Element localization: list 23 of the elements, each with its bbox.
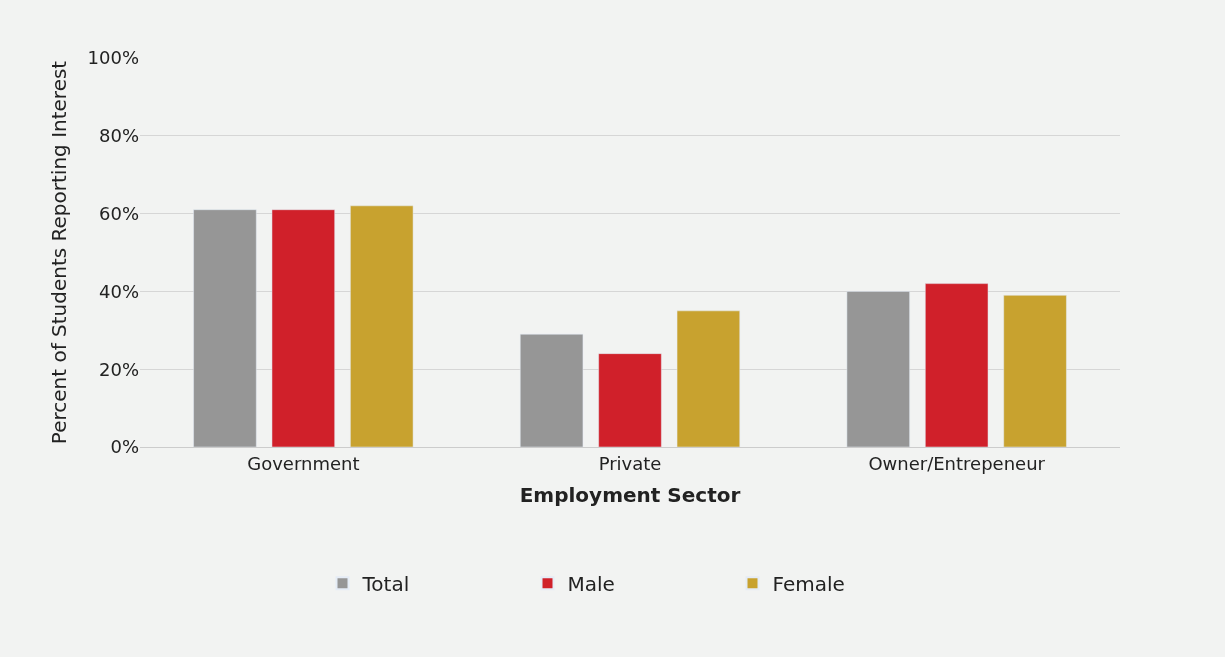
- legend-label: Male: [567, 572, 615, 596]
- y-tick-label: 0%: [110, 436, 139, 458]
- bar: [350, 205, 414, 447]
- legend-label: Female: [772, 572, 845, 596]
- bar: [846, 291, 910, 447]
- bar: [519, 333, 584, 447]
- y-tick-label: 60%: [98, 202, 139, 224]
- x-tick-label: Private: [598, 452, 662, 474]
- y-tick-label: 20%: [98, 358, 139, 380]
- bar: [1003, 295, 1067, 447]
- bar: [925, 283, 989, 447]
- bar: [193, 209, 257, 447]
- x-axis-title: Employment Sector: [519, 483, 741, 508]
- y-tick-label: 40%: [98, 280, 139, 302]
- bar: [271, 209, 335, 447]
- bar: [598, 353, 662, 447]
- x-tick-label: Government: [247, 452, 360, 474]
- y-axis-title: Percent of Students Reporting Interest: [47, 60, 72, 445]
- legend-label: Total: [361, 572, 410, 596]
- x-tick-label: Owner/Entrepeneur: [868, 452, 1046, 474]
- bar: [676, 310, 741, 447]
- y-tick-label: 80%: [98, 125, 139, 147]
- y-tick-label: 100%: [87, 47, 139, 69]
